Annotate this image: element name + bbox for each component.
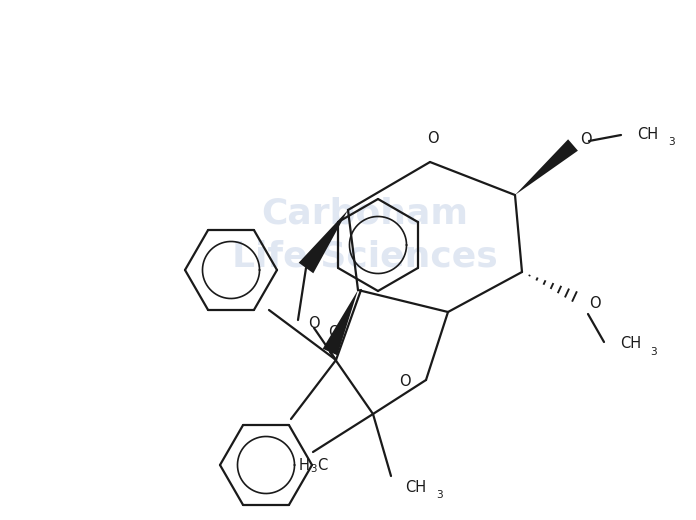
Text: Carboham
Life Sciences: Carboham Life Sciences (232, 197, 498, 273)
Text: O: O (427, 131, 438, 146)
Text: CH: CH (638, 126, 658, 141)
Text: CH: CH (620, 336, 642, 352)
Polygon shape (299, 210, 348, 274)
Text: H: H (298, 459, 309, 474)
Text: O: O (400, 374, 411, 389)
Text: $_3$C: $_3$C (310, 457, 329, 475)
Text: O: O (308, 317, 319, 332)
Text: O: O (589, 296, 601, 311)
Text: CH: CH (406, 480, 427, 495)
Text: 3: 3 (436, 490, 443, 500)
Text: O: O (329, 325, 340, 340)
Text: O: O (580, 132, 592, 147)
Text: 3: 3 (650, 347, 657, 357)
Polygon shape (323, 290, 358, 355)
Text: 3: 3 (668, 137, 674, 147)
Polygon shape (515, 139, 578, 195)
